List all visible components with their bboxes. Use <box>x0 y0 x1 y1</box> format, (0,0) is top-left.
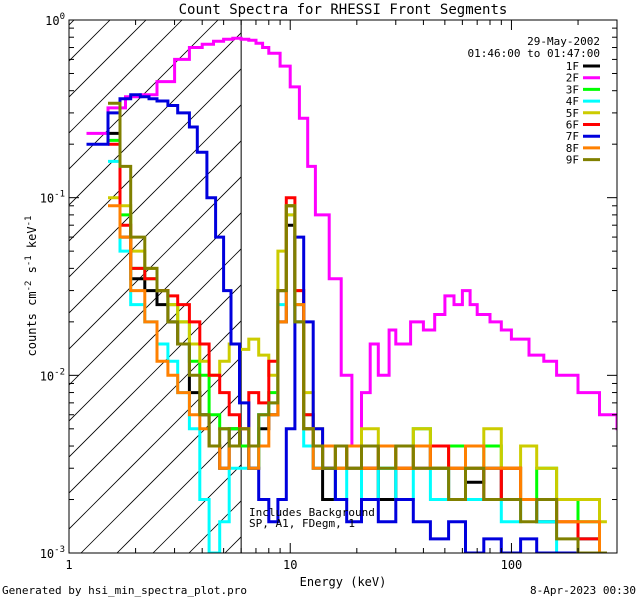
series-line-9F <box>108 101 607 553</box>
hatch-line <box>69 20 147 98</box>
hatch-line <box>69 20 219 170</box>
hatch-line <box>69 32 242 206</box>
legend-label-4F: 4F <box>566 95 579 108</box>
chart-title: Count Spectra for RHESSI Front Segments <box>179 2 508 18</box>
hatch-line <box>69 356 242 530</box>
series-line-7F <box>86 93 607 553</box>
x-tick-label: 1 <box>65 558 72 572</box>
series-line-2F <box>86 36 617 448</box>
y-axis-label: counts cm-2 s-1 keV-1 <box>24 216 39 357</box>
annotation-background: Includes Background <box>249 506 375 519</box>
hatch-line <box>69 20 183 134</box>
footer-generated-by: Generated by hsi_min_spectra_plot.pro <box>2 584 247 597</box>
y-tick-label: 10-1 <box>40 190 65 206</box>
x-axis-label: Energy (keV) <box>300 575 387 589</box>
legend-label-5F: 5F <box>566 107 579 120</box>
y-tick-label: 10-2 <box>40 367 65 383</box>
legend-label-3F: 3F <box>566 83 579 96</box>
hatch-line <box>69 320 242 494</box>
hatch-line <box>69 212 242 386</box>
x-tick-label: 100 <box>501 558 523 572</box>
annotation-settings: SP, A1, FDegm, 1 <box>249 517 355 530</box>
y-tick-label: 10-3 <box>40 545 65 561</box>
plot-frame <box>68 19 618 554</box>
legend-label-6F: 6F <box>566 119 579 132</box>
legend-label-2F: 2F <box>566 72 579 85</box>
y-tick-label: 100 <box>45 12 65 28</box>
legend-label-8F: 8F <box>566 142 579 155</box>
time-range-label: 01:46:00 to 01:47:00 <box>468 47 600 60</box>
date-label: 29-May-2002 <box>527 35 600 48</box>
hatch-line <box>116 428 242 553</box>
footer-timestamp: 8-Apr-2023 00:30 <box>530 584 636 597</box>
hatch-line <box>80 392 242 553</box>
hatch-line <box>69 140 242 314</box>
hatch-line <box>69 104 242 278</box>
hatch-line <box>69 248 242 422</box>
legend-label-7F: 7F <box>566 130 579 143</box>
legend-label-9F: 9F <box>566 154 579 167</box>
hatch-line <box>69 68 242 242</box>
x-tick-label: 10 <box>283 558 297 572</box>
legend-label-1F: 1F <box>566 60 579 73</box>
